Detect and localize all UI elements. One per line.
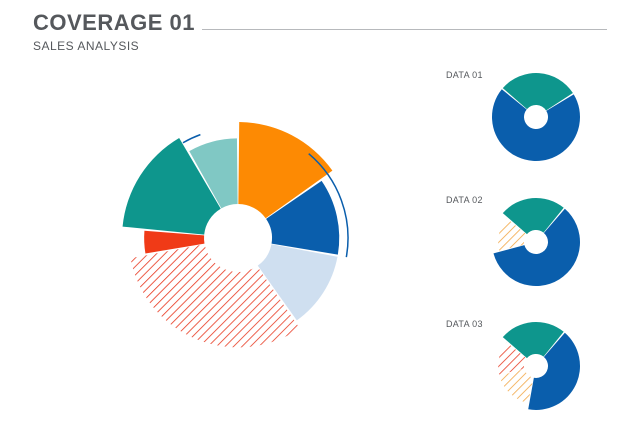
main-outline-arc-1: [308, 153, 349, 258]
data-02-donut-chart: [493, 198, 580, 286]
main-segment-7: [189, 138, 238, 209]
data-03-label: DATA 03: [446, 319, 483, 329]
data-02-label: DATA 02: [446, 195, 483, 205]
data-02-segment-1: [502, 198, 564, 235]
data-03-segment-2: [528, 332, 580, 410]
main-segment-1: [238, 122, 333, 219]
data-01-segment-2: [492, 89, 580, 161]
data-01-segment-1: [502, 72, 573, 111]
main-donut-chart: [122, 122, 349, 348]
title-divider: [202, 29, 607, 30]
data-03-segment-3: [499, 369, 534, 403]
data-01-donut-chart: [492, 72, 580, 161]
data-03-segment-1: [502, 322, 564, 359]
main-segment-5: [144, 230, 205, 254]
main-segment-6: [122, 138, 221, 235]
page-subtitle: SALES ANALYSIS: [33, 39, 140, 53]
page-title: COVERAGE 01: [33, 10, 195, 35]
data-01-label: DATA 01: [446, 70, 483, 80]
data-02-segment-2: [493, 208, 580, 286]
data-03-donut-chart: [498, 322, 580, 410]
main-segment-2: [266, 180, 340, 255]
main-segment-4: [130, 244, 300, 348]
main-segment-3: [257, 244, 338, 321]
data-02-segment-3: [498, 218, 527, 251]
main-outline-arc-2: [182, 133, 201, 144]
data-03-segment-4: [498, 342, 527, 375]
